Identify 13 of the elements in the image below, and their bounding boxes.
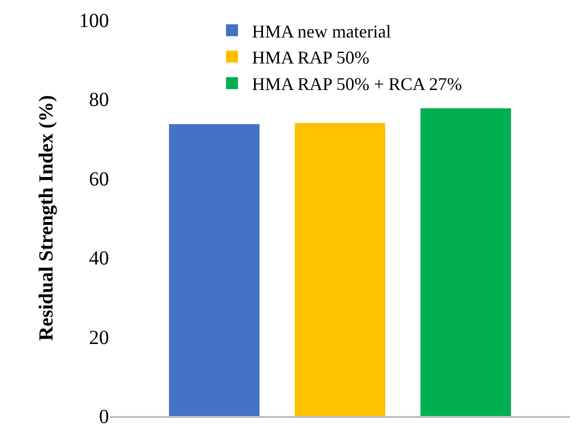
- y-axis-title: Residual Strength Index (%): [36, 95, 58, 341]
- y-tick-label: 60: [89, 168, 109, 190]
- legend-label: HMA RAP 50%: [252, 48, 370, 68]
- bar: [420, 108, 511, 416]
- bar: [169, 124, 260, 416]
- legend-label: HMA new material: [252, 21, 391, 42]
- y-tick-label: 0: [99, 406, 109, 428]
- bar: [294, 122, 386, 416]
- y-tick-label: 80: [89, 89, 109, 112]
- legend-label: HMA RAP 50% + RCA 27%: [252, 74, 462, 94]
- y-tick-label: 40: [89, 248, 109, 270]
- y-tick-label: 100: [79, 10, 109, 32]
- y-tick-label: 20: [89, 326, 109, 349]
